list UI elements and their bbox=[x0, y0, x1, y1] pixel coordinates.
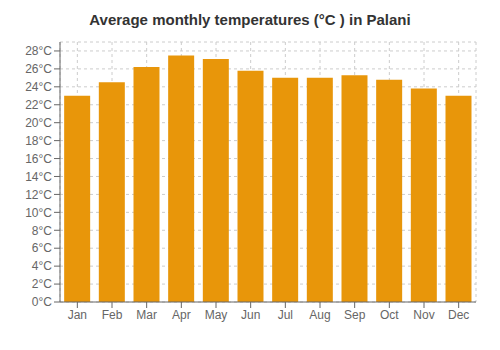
svg-text:16°C: 16°C bbox=[25, 152, 52, 166]
svg-text:2°C: 2°C bbox=[32, 277, 52, 291]
svg-text:20°C: 20°C bbox=[25, 116, 52, 130]
svg-text:28°C: 28°C bbox=[25, 44, 52, 58]
svg-text:4°C: 4°C bbox=[32, 259, 52, 273]
html-text:Average monthly temperatures (: Average monthly temperatures (°C ) in Pa… bbox=[89, 11, 411, 28]
svg-text:10°C: 10°C bbox=[25, 206, 52, 220]
svg-text:Jun: Jun bbox=[241, 308, 260, 322]
svg-text:6°C: 6°C bbox=[32, 241, 52, 255]
svg-text:Sep: Sep bbox=[344, 308, 366, 322]
svg-text:Mar: Mar bbox=[136, 308, 157, 322]
svg-text:Jul: Jul bbox=[278, 308, 293, 322]
svg-text:Jan: Jan bbox=[68, 308, 87, 322]
svg-text:Apr: Apr bbox=[172, 308, 191, 322]
svg-text:12°C: 12°C bbox=[25, 188, 52, 202]
svg-text:Aug: Aug bbox=[309, 308, 330, 322]
svg-text:24°C: 24°C bbox=[25, 80, 52, 94]
svg-text:8°C: 8°C bbox=[32, 224, 52, 238]
svg-text:Dec: Dec bbox=[448, 308, 469, 322]
svg-text:22°C: 22°C bbox=[25, 98, 52, 112]
svg-text:Feb: Feb bbox=[102, 308, 123, 322]
svg-text:May: May bbox=[205, 308, 228, 322]
svg-text:14°C: 14°C bbox=[25, 170, 52, 184]
svg-text:Oct: Oct bbox=[380, 308, 399, 322]
svg-text:0°C: 0°C bbox=[32, 295, 52, 309]
svg-text:26°C: 26°C bbox=[25, 62, 52, 76]
svg-text:18°C: 18°C bbox=[25, 134, 52, 148]
svg-text:Nov: Nov bbox=[413, 308, 434, 322]
